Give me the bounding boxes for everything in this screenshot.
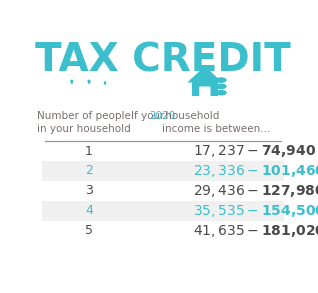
- Circle shape: [88, 80, 90, 82]
- Text: 3: 3: [85, 184, 93, 197]
- Text: 2: 2: [85, 164, 93, 178]
- Text: household
income is between...: household income is between...: [162, 111, 271, 134]
- FancyBboxPatch shape: [88, 81, 90, 84]
- FancyBboxPatch shape: [42, 161, 284, 181]
- Circle shape: [104, 82, 106, 83]
- FancyBboxPatch shape: [42, 201, 284, 221]
- Text: TAX CREDIT: TAX CREDIT: [35, 42, 291, 80]
- Text: $17,237 - $74,940: $17,237 - $74,940: [192, 143, 316, 159]
- Text: $41,635 - $181,020: $41,635 - $181,020: [192, 223, 318, 239]
- Ellipse shape: [216, 84, 227, 89]
- FancyBboxPatch shape: [71, 81, 73, 84]
- Text: If your: If your: [131, 111, 168, 121]
- Polygon shape: [187, 66, 223, 83]
- Ellipse shape: [216, 90, 227, 96]
- Text: 5: 5: [85, 224, 93, 237]
- Text: 2020: 2020: [149, 111, 175, 121]
- Text: $23,336 - $101,460: $23,336 - $101,460: [192, 163, 318, 179]
- Text: Number of people
in your household: Number of people in your household: [37, 111, 131, 134]
- Text: 4: 4: [85, 204, 93, 217]
- Ellipse shape: [216, 77, 227, 83]
- Text: $29,436 - $127,980: $29,436 - $127,980: [192, 183, 318, 199]
- FancyBboxPatch shape: [199, 86, 211, 97]
- Text: $35,535 - $154,500: $35,535 - $154,500: [192, 203, 318, 219]
- Text: 1: 1: [85, 145, 93, 158]
- FancyBboxPatch shape: [191, 81, 218, 96]
- Circle shape: [71, 80, 73, 82]
- FancyBboxPatch shape: [104, 82, 106, 85]
